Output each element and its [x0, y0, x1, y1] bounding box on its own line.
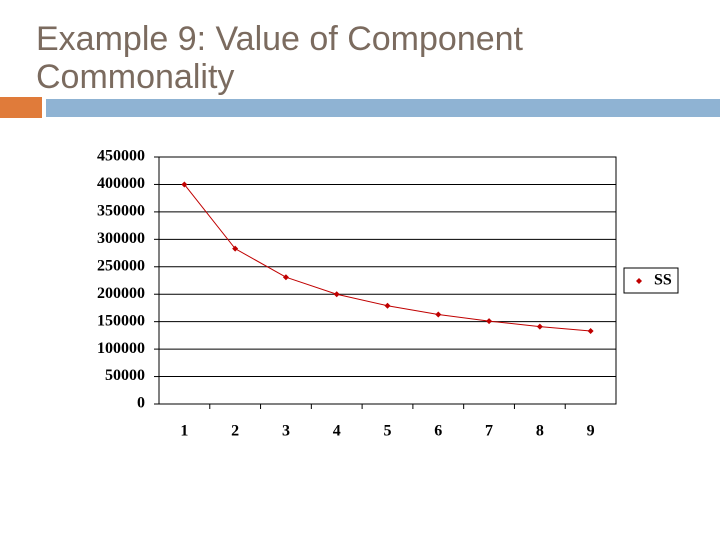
x-tick-label: 1 — [180, 423, 188, 440]
x-tick-label: 6 — [434, 423, 442, 440]
x-tick-label: 5 — [384, 423, 392, 440]
y-tick-label: 400000 — [97, 175, 145, 192]
x-tick-label: 9 — [587, 423, 595, 440]
x-tick-label: 3 — [282, 423, 290, 440]
y-tick-label: 300000 — [97, 230, 145, 247]
x-tick-label: 7 — [485, 423, 493, 440]
accent-blue — [46, 99, 720, 117]
y-tick-label: 150000 — [97, 312, 145, 329]
y-tick-label: 50000 — [105, 367, 145, 384]
legend-marker — [636, 278, 642, 284]
y-tick-label: 450000 — [97, 148, 145, 165]
y-tick-label: 350000 — [97, 203, 145, 220]
x-tick-label: 2 — [231, 423, 239, 440]
accent-orange — [0, 97, 42, 118]
series-line — [183, 184, 591, 332]
y-tick-label: 200000 — [97, 285, 145, 302]
y-tick-label: 0 — [137, 395, 145, 412]
legend-label: SS — [654, 272, 672, 289]
x-tick-label: 4 — [333, 423, 341, 440]
legend-box — [623, 267, 679, 294]
plot-area — [158, 156, 617, 405]
slide-title: Example 9: Value of Component Commonalit… — [36, 20, 523, 96]
y-tick-label: 100000 — [97, 340, 145, 357]
x-tick-label: 8 — [536, 423, 544, 440]
y-tick-label: 250000 — [97, 257, 145, 274]
